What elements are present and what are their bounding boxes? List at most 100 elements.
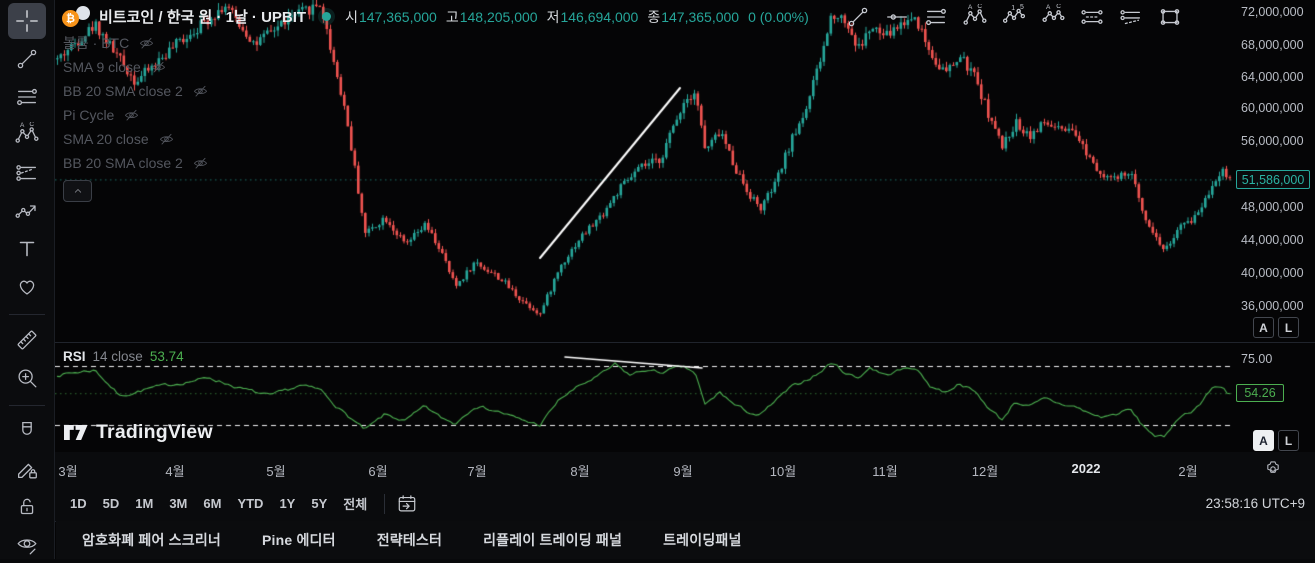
tool-text[interactable] (8, 231, 46, 267)
ohlc-label: 고 (445, 8, 459, 25)
hide-drawings-icon (17, 539, 37, 555)
calendar-arrow-icon (398, 494, 416, 511)
rsi-last-value-label: 54.26 (1236, 384, 1284, 402)
time-axis-label[interactable]: 5월 (266, 464, 286, 479)
time-axis[interactable]: 3월 4월 5월 6월 7월 8월 9월 10월 11월 12월 2022 2월 (55, 452, 1315, 486)
tool-lock-all[interactable] (8, 489, 46, 525)
timezone-settings-button[interactable] (1262, 458, 1286, 480)
favorite-tool-fib-lines[interactable] (923, 4, 949, 30)
tool-arrow-wave[interactable] (8, 193, 46, 229)
pair-logo: ₿ (62, 6, 92, 27)
range-button-6m[interactable]: 6M (203, 496, 222, 511)
rsi-title[interactable]: RSI (63, 349, 86, 364)
time-axis-label[interactable]: 4월 (165, 464, 185, 479)
legend-collapse-button[interactable] (63, 180, 92, 202)
tool-zoom-in[interactable] (8, 360, 46, 396)
favorite-tool-disjoint-channel[interactable] (1118, 4, 1144, 30)
bottom-tab-2[interactable]: 전략테스터 (376, 532, 443, 548)
visibility-toggle[interactable] (158, 131, 175, 148)
range-button-1m[interactable]: 1M (135, 496, 154, 511)
time-axis-label[interactable]: 10월 (769, 464, 797, 479)
visibility-toggle[interactable] (192, 155, 209, 172)
tool-trend-line[interactable] (8, 41, 46, 77)
rsi-legend: RSI 14 close 53.74 (63, 349, 184, 364)
range-button-5d[interactable]: 5D (102, 496, 120, 511)
bottom-tab-4[interactable]: 트레이딩패널 (663, 532, 742, 548)
last-price-label: 51,586,000 (1236, 170, 1310, 189)
favorite-tool-horizontal-line[interactable] (884, 4, 910, 30)
rsi-band-label: 75.00 (1241, 352, 1273, 366)
bottom-tab-0[interactable]: 암호화폐 페어 스크리너 (82, 532, 221, 548)
crosshair-icon (16, 10, 38, 32)
favorite-tool-rectangle[interactable] (1157, 4, 1183, 30)
tool-magnet[interactable] (8, 413, 46, 449)
ohlc-value: 147,365,000 (661, 8, 740, 25)
time-axis-label[interactable]: 9월 (673, 464, 693, 479)
price-axis-label: 60,000,000 (1241, 101, 1304, 115)
range-button-ytd[interactable]: YTD (237, 496, 264, 511)
goto-date-button[interactable] (394, 491, 420, 517)
symbol-title[interactable]: 비트코인 / 한국 원 · 1날 · UPBIT (99, 9, 307, 26)
legend-row: SMA 20 close (63, 127, 209, 151)
svg-text:A: A (1046, 4, 1051, 11)
legend-row: BB 20 SMA close 2 (63, 151, 209, 175)
eye-off-icon (193, 85, 207, 96)
tool-ruler[interactable] (8, 322, 46, 358)
legend-item-label: SMA 9 close (63, 59, 141, 75)
change-value: 0 (0.00%) (748, 8, 809, 25)
clock-display[interactable]: 23:58:16 UTC+9 (1205, 496, 1305, 511)
ohlc-label: 시 (345, 8, 358, 25)
time-axis-label[interactable]: 6월 (368, 464, 388, 479)
legend-row: Pi Cycle (63, 103, 209, 127)
bottom-tab-1[interactable]: Pine 에디터 (261, 532, 336, 548)
visibility-toggle[interactable] (192, 83, 209, 100)
legend-item-label: BB 20 SMA close 2 (63, 155, 183, 171)
rsi-chart-canvas[interactable] (55, 343, 1233, 452)
tool-hide-drawings[interactable] (8, 527, 46, 563)
tool-crosshair[interactable] (8, 3, 46, 39)
range-button-1y[interactable]: 1Y (279, 496, 296, 511)
favorite-tool-trend-line[interactable] (845, 4, 871, 30)
rsi-pane (55, 343, 1233, 452)
btc-coin-icon: ₿ (62, 10, 79, 27)
tool-heart[interactable] (8, 269, 46, 305)
toolbar-divider (9, 405, 45, 406)
range-button-5y[interactable]: 5Y (311, 496, 328, 511)
log-scale-button[interactable]: L (1278, 430, 1299, 451)
visibility-toggle[interactable] (150, 59, 167, 76)
auto-scale-button[interactable]: A (1253, 430, 1274, 451)
range-button-1d[interactable]: 1D (70, 496, 87, 511)
arrow-wave-icon (15, 205, 36, 218)
price-axis-label: 36,000,000 (1241, 299, 1304, 313)
time-axis-label[interactable]: 2월 (1178, 464, 1198, 479)
time-axis-label[interactable]: 12월 (971, 464, 999, 479)
bottom-tab-3[interactable]: 리플레이 트레이딩 패널 (483, 532, 623, 548)
range-button-3m[interactable]: 3M (169, 496, 188, 511)
favorite-tool-flat-channel[interactable] (1079, 4, 1105, 30)
time-axis-label[interactable]: 2022 (1071, 461, 1101, 476)
auto-scale-button[interactable]: A (1253, 317, 1274, 338)
time-axis-label[interactable]: 3월 (58, 464, 78, 479)
tool-draw-lock[interactable] (8, 451, 46, 487)
svg-text:A: A (968, 4, 973, 11)
range-button-전체[interactable]: 전체 (343, 497, 368, 512)
time-axis-label[interactable]: 11월 (872, 464, 898, 479)
indicator-legend: 볼륨 · BTC SMA 9 close BB 20 SMA close 2 Pi C… (63, 31, 209, 202)
price-chart-canvas[interactable] (55, 0, 1233, 342)
log-scale-button[interactable]: L (1278, 317, 1299, 338)
tool-projection[interactable] (8, 155, 46, 191)
tool-fib-lines[interactable] (8, 79, 46, 115)
time-axis-label[interactable]: 7월 (467, 464, 487, 479)
visibility-toggle[interactable] (138, 35, 155, 52)
pane-divider[interactable] (55, 342, 1315, 343)
time-axis-label[interactable]: 8월 (570, 464, 590, 479)
price-axis-label: 48,000,000 (1241, 200, 1304, 214)
visibility-toggle[interactable] (123, 107, 140, 124)
rsi-params: 14 close (92, 349, 143, 364)
